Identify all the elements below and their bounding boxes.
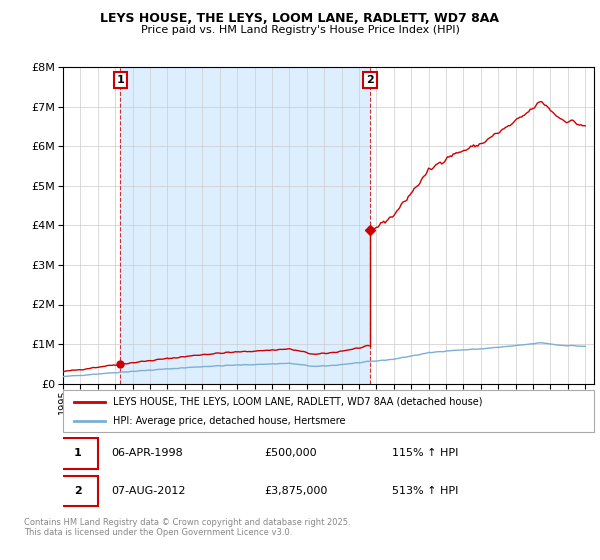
Text: 2: 2	[74, 486, 82, 496]
Text: 1: 1	[116, 75, 124, 85]
Text: 2: 2	[366, 75, 374, 85]
Text: Contains HM Land Registry data © Crown copyright and database right 2025.
This d: Contains HM Land Registry data © Crown c…	[24, 518, 350, 538]
Text: LEYS HOUSE, THE LEYS, LOOM LANE, RADLETT, WD7 8AA: LEYS HOUSE, THE LEYS, LOOM LANE, RADLETT…	[101, 12, 499, 25]
Text: HPI: Average price, detached house, Hertsmere: HPI: Average price, detached house, Hert…	[113, 416, 346, 426]
Text: 115% ↑ HPI: 115% ↑ HPI	[392, 449, 458, 459]
Text: 513% ↑ HPI: 513% ↑ HPI	[392, 486, 458, 496]
Text: 1: 1	[74, 449, 82, 459]
Bar	[121, 67, 370, 384]
Text: 07-AUG-2012: 07-AUG-2012	[111, 486, 185, 496]
FancyBboxPatch shape	[58, 476, 98, 506]
Text: 06-APR-1998: 06-APR-1998	[111, 449, 182, 459]
FancyBboxPatch shape	[63, 390, 594, 432]
Text: £3,875,000: £3,875,000	[265, 486, 328, 496]
Text: LEYS HOUSE, THE LEYS, LOOM LANE, RADLETT, WD7 8AA (detached house): LEYS HOUSE, THE LEYS, LOOM LANE, RADLETT…	[113, 396, 483, 407]
Text: Price paid vs. HM Land Registry's House Price Index (HPI): Price paid vs. HM Land Registry's House …	[140, 25, 460, 35]
FancyBboxPatch shape	[58, 438, 98, 469]
Text: £500,000: £500,000	[265, 449, 317, 459]
